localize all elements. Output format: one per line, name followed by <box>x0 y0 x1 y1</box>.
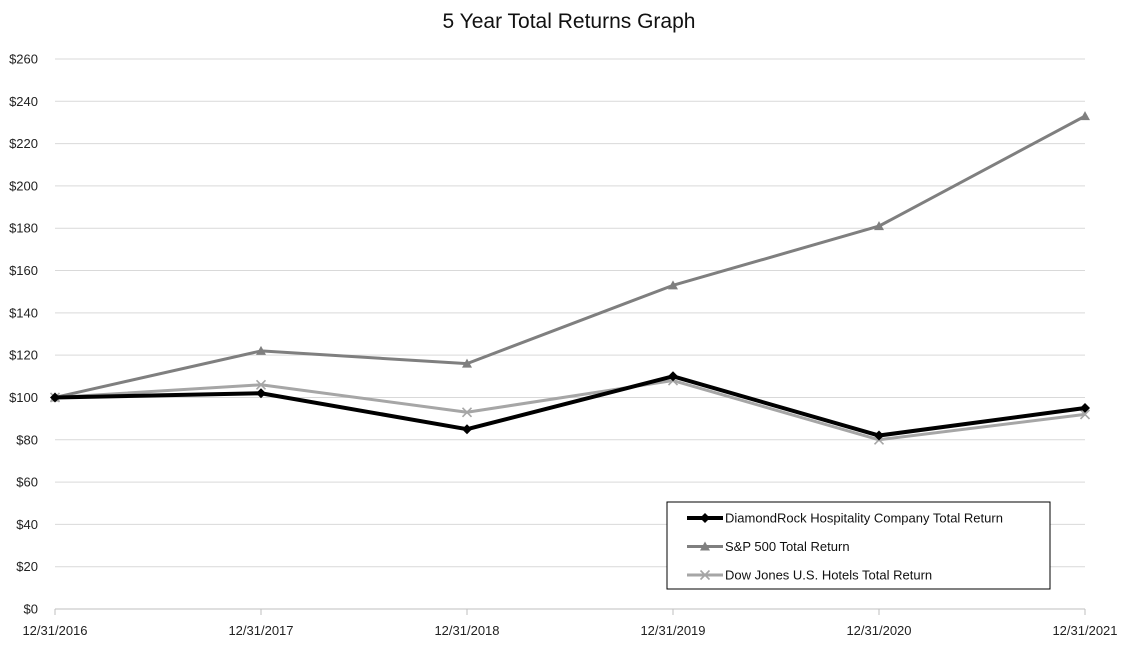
series-2 <box>49 375 1091 445</box>
y-tick-label: $40 <box>16 517 38 532</box>
y-tick-label: $220 <box>9 136 38 151</box>
y-tick-label: $20 <box>16 559 38 574</box>
series-line <box>54 379 1086 442</box>
x-marker-stroke <box>1079 409 1091 420</box>
x-tick-label: 12/31/2019 <box>640 623 705 638</box>
legend-item: S&P 500 Total Return <box>687 539 850 554</box>
series-line <box>54 114 1086 399</box>
legend-item: DiamondRock Hospitality Company Total Re… <box>687 511 1003 526</box>
legend-label: Dow Jones U.S. Hotels Total Return <box>725 568 932 583</box>
data-point <box>1079 409 1091 420</box>
y-tick-label: $80 <box>16 432 38 447</box>
y-tick-label: $120 <box>9 348 38 363</box>
data-point <box>256 345 266 355</box>
y-tick-label: $0 <box>24 602 38 617</box>
data-point <box>462 424 472 435</box>
legend-item: Dow Jones U.S. Hotels Total Return <box>687 568 932 583</box>
data-point <box>462 358 472 368</box>
y-tick-label: $160 <box>9 263 38 278</box>
data-point <box>256 388 266 399</box>
legend-marker <box>700 513 710 523</box>
data-point <box>1080 111 1090 121</box>
x-tick-label: 12/31/2020 <box>846 623 911 638</box>
legend-box <box>666 501 1051 590</box>
x-marker-stroke <box>699 569 711 581</box>
legend-label: S&P 500 Total Return <box>725 539 850 554</box>
x-tick-label: 12/31/2021 <box>1052 623 1117 638</box>
data-point <box>1080 403 1090 414</box>
y-tick-label: $240 <box>9 94 38 109</box>
x-tick-label: 12/31/2016 <box>22 623 87 638</box>
data-point <box>874 430 884 441</box>
y-tick-label: $140 <box>9 305 38 320</box>
series-line <box>54 374 1086 438</box>
x-marker-stroke <box>461 407 473 418</box>
legend-marker <box>700 541 710 551</box>
y-tick-label: $180 <box>9 221 38 236</box>
y-tick-label: $260 <box>9 52 38 67</box>
data-point <box>461 407 473 418</box>
chart-title: 5 Year Total Returns Graph <box>442 10 696 33</box>
x-marker-stroke <box>255 379 267 390</box>
legend-label: DiamondRock Hospitality Company Total Re… <box>725 511 1003 526</box>
series-0 <box>50 371 1090 441</box>
data-point <box>50 392 60 403</box>
y-tick-label: $200 <box>9 178 38 193</box>
data-point <box>255 379 267 390</box>
axis-layer: $0 $20 $40 $60 $80 $100 $120 $140 $160 $180 $200 $2… <box>9 52 1117 639</box>
data-point <box>874 221 884 231</box>
legend: DiamondRock Hospitality Company Total Re… <box>666 501 1051 590</box>
series-layer <box>49 111 1091 445</box>
data-point <box>668 371 678 382</box>
data-point <box>668 280 678 290</box>
series-1 <box>50 111 1090 402</box>
grid-layer <box>55 58 1085 568</box>
x-tick-label: 12/31/2017 <box>228 623 293 638</box>
y-tick-label: $60 <box>16 475 38 490</box>
legend-marker <box>699 569 711 581</box>
y-tick-label: $100 <box>9 390 38 405</box>
x-tick-label: 12/31/2018 <box>434 623 499 638</box>
